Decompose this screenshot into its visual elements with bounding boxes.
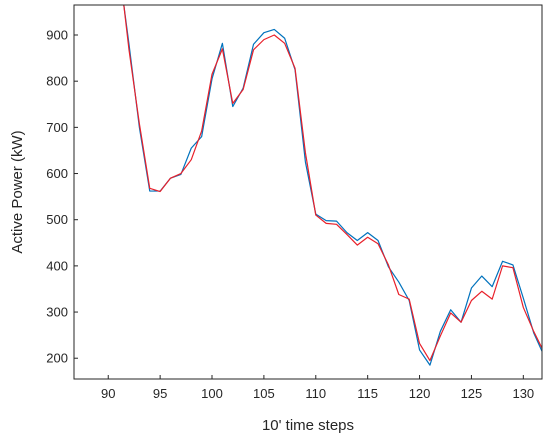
y-axis-title: Active Power (kW) (9, 130, 26, 253)
y-tick-label: 200 (46, 351, 68, 366)
x-tick-label: 130 (512, 386, 534, 401)
y-axis-ticks: 200 300 400 500 600 700 800 900 (46, 28, 78, 366)
x-axis-ticks: 90 95 100 105 110 115 120 125 130 (101, 375, 534, 401)
y-tick-label: 600 (46, 166, 68, 181)
series-layer (123, 5, 542, 366)
y-tick-label: 700 (46, 120, 68, 135)
x-axis-title: 10' time steps (262, 417, 354, 434)
x-tick-label: 95 (153, 386, 167, 401)
plot-area-frame (73, 4, 543, 380)
x-tick-label: 105 (253, 386, 275, 401)
x-tick-label: 100 (201, 386, 223, 401)
series-line-1 (123, 5, 542, 366)
x-tick-label: 90 (101, 386, 115, 401)
x-tick-label: 120 (409, 386, 431, 401)
y-tick-label: 800 (46, 74, 68, 89)
x-tick-label: 115 (357, 386, 378, 401)
series-line-2 (123, 5, 542, 362)
y-tick-label: 500 (46, 212, 68, 227)
x-tick-label: 125 (461, 386, 483, 401)
y-tick-label: 400 (46, 258, 68, 273)
x-tick-label: 110 (305, 386, 326, 401)
y-tick-label: 300 (46, 305, 68, 320)
y-tick-label: 900 (46, 28, 68, 43)
